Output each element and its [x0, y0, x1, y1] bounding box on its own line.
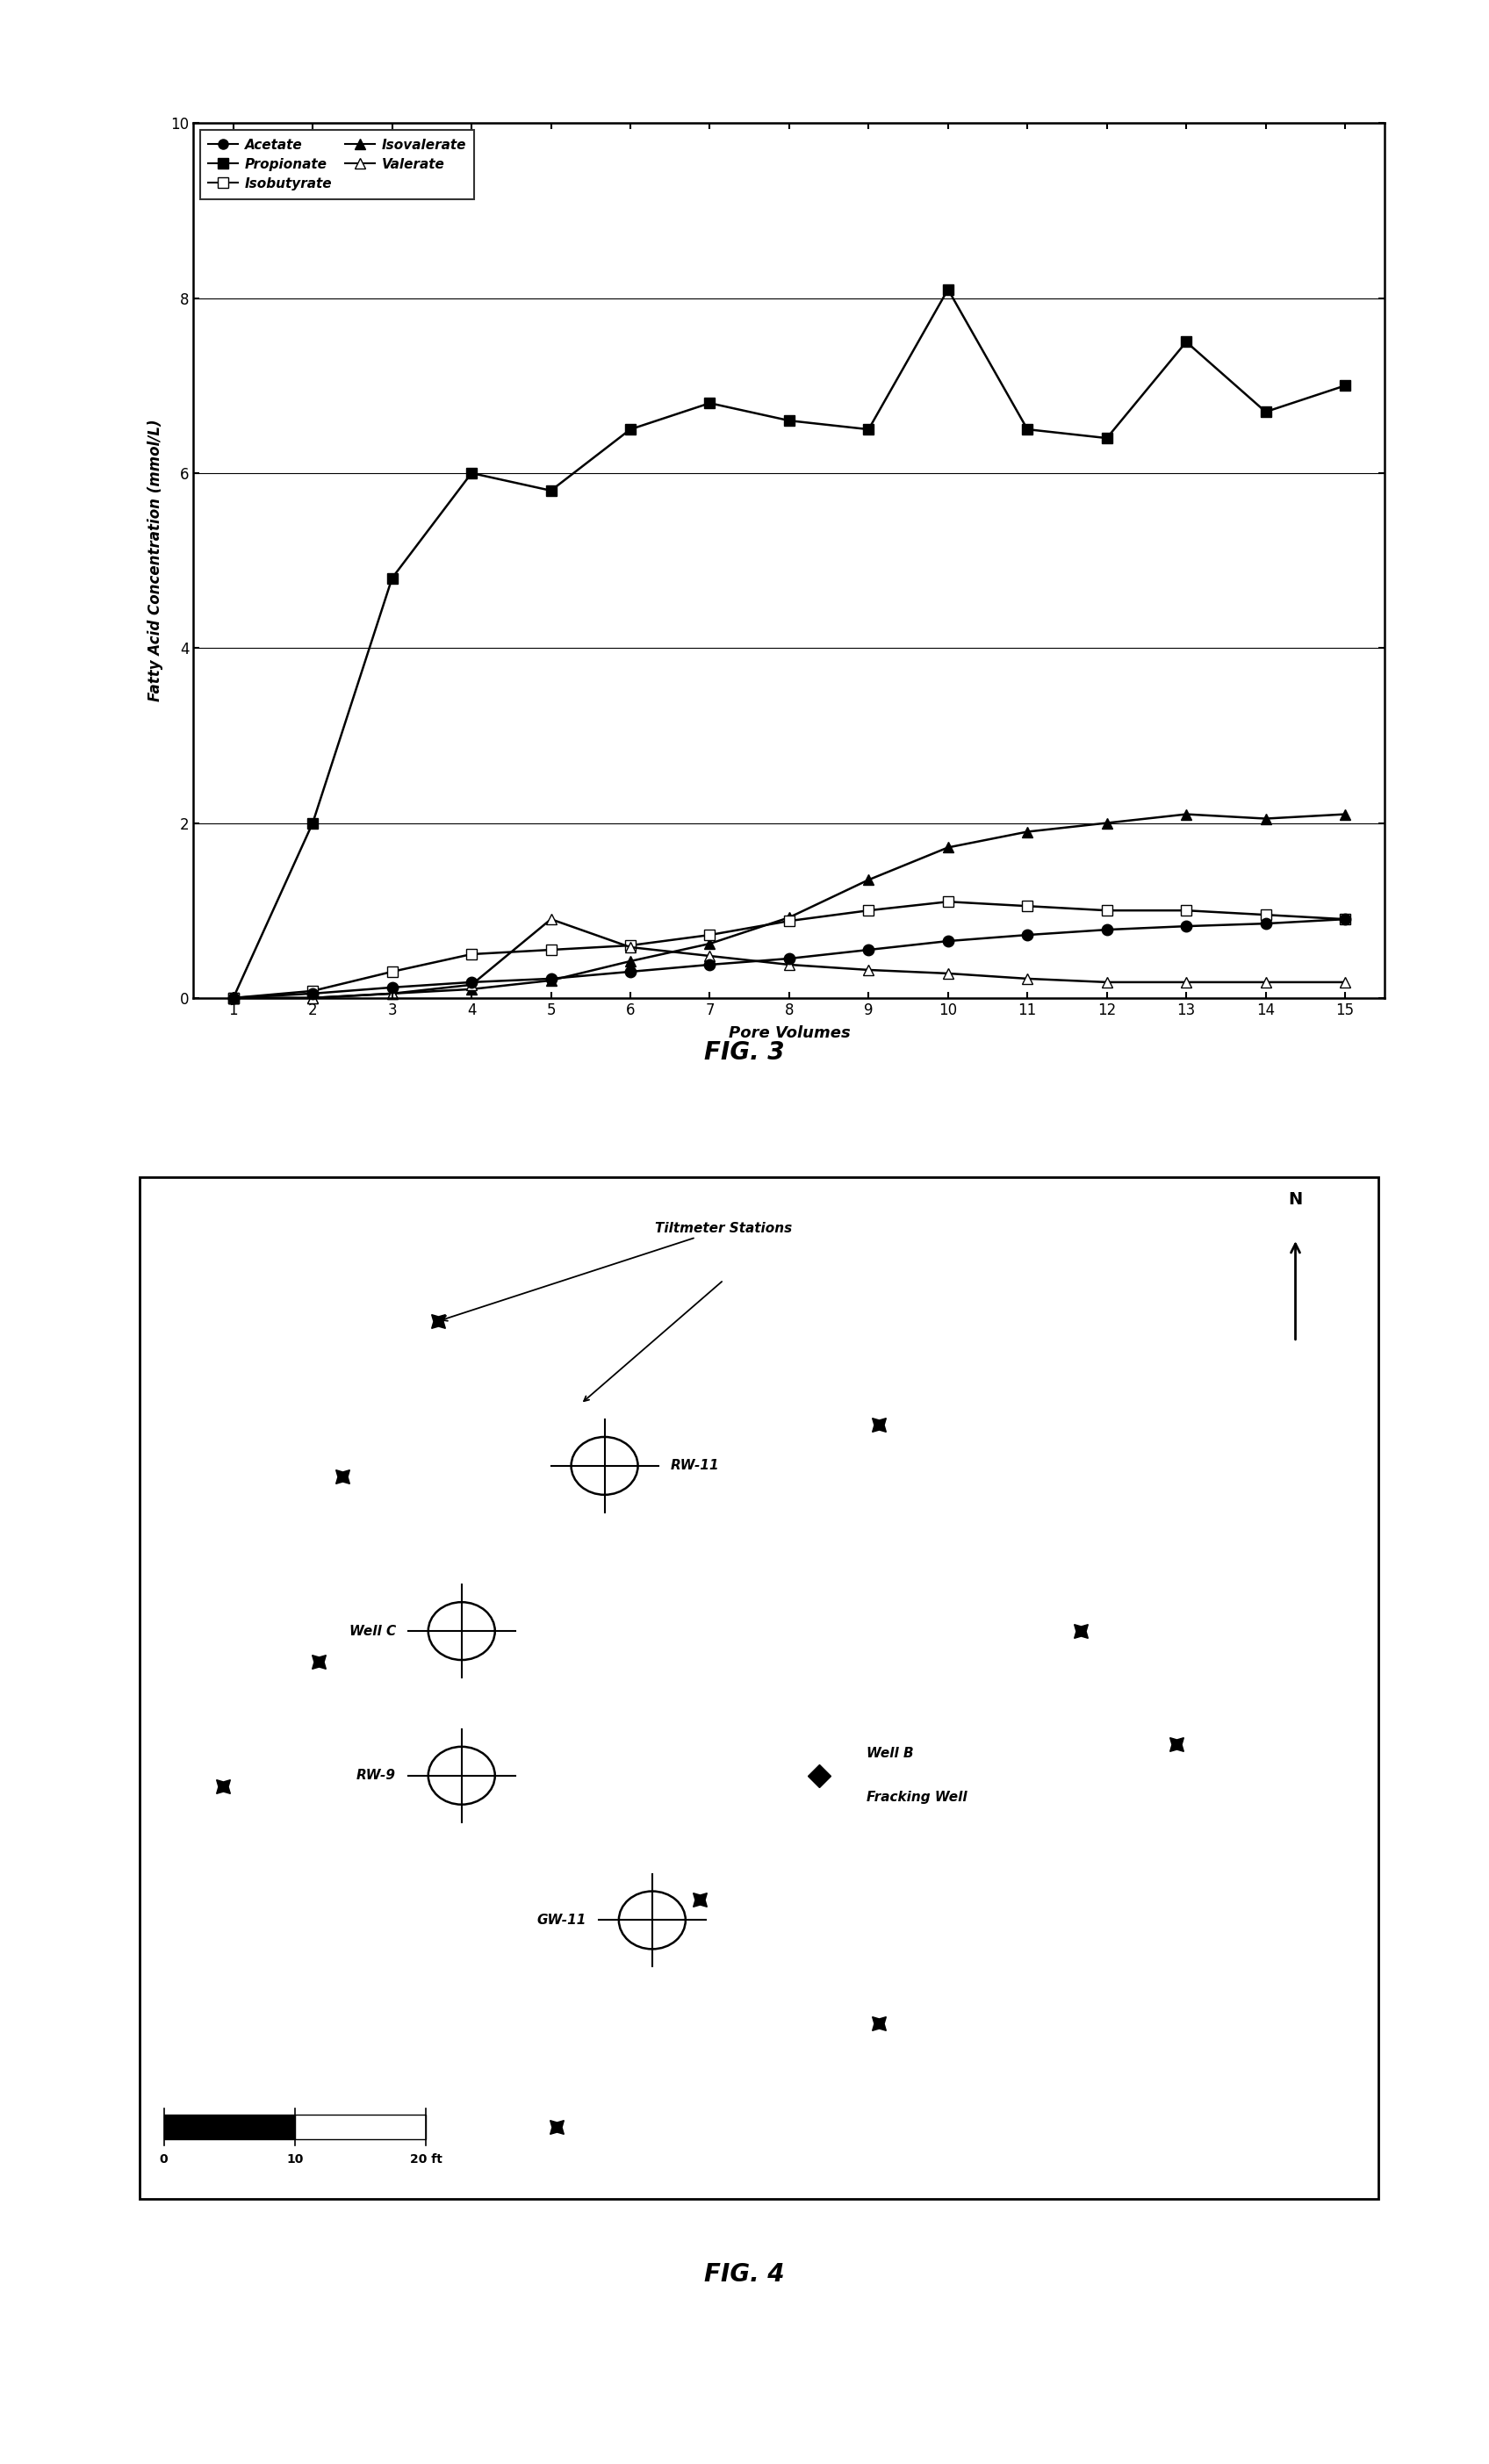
Text: GW-11: GW-11: [538, 1915, 587, 1927]
Text: RW-11: RW-11: [670, 1459, 719, 1473]
Text: Fracking Well: Fracking Well: [867, 1791, 968, 1804]
Text: 20 ft: 20 ft: [409, 2154, 442, 2166]
Text: 10: 10: [286, 2154, 304, 2166]
Legend: Acetate, Propionate, Isobutyrate, Isovalerate, Valerate: Acetate, Propionate, Isobutyrate, Isoval…: [201, 131, 475, 200]
Text: N: N: [1288, 1190, 1303, 1207]
Text: FIG. 3: FIG. 3: [704, 1040, 785, 1064]
Text: 0: 0: [159, 2154, 168, 2166]
Text: Tiltmeter Stations: Tiltmeter Stations: [442, 1222, 792, 1321]
Text: RW-9: RW-9: [356, 1769, 396, 1781]
Bar: [164, 2114, 295, 2139]
X-axis label: Pore Volumes: Pore Volumes: [728, 1025, 850, 1042]
Bar: [295, 2114, 426, 2139]
Y-axis label: Fatty Acid Concentration (mmol/L): Fatty Acid Concentration (mmol/L): [147, 419, 164, 702]
Text: Well B: Well B: [867, 1747, 914, 1759]
Text: FIG. 4: FIG. 4: [704, 2262, 785, 2287]
Text: Well C: Well C: [350, 1624, 396, 1639]
